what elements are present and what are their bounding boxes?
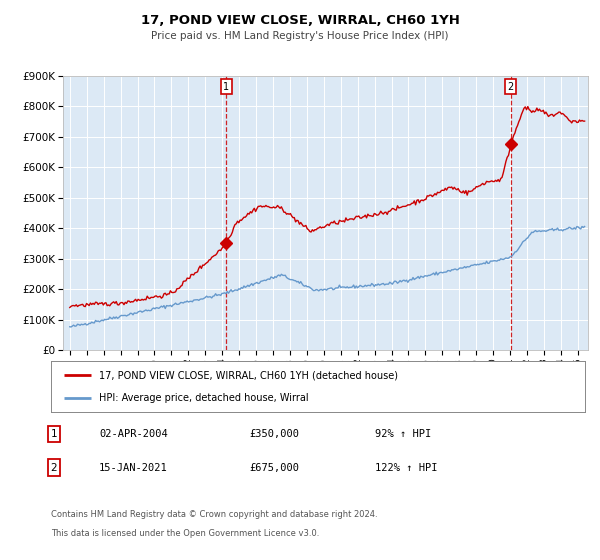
Text: This data is licensed under the Open Government Licence v3.0.: This data is licensed under the Open Gov… <box>51 529 319 538</box>
Text: 2: 2 <box>50 463 58 473</box>
Text: £675,000: £675,000 <box>249 463 299 473</box>
Text: £350,000: £350,000 <box>249 429 299 439</box>
Text: 02-APR-2004: 02-APR-2004 <box>99 429 168 439</box>
Text: 17, POND VIEW CLOSE, WIRRAL, CH60 1YH (detached house): 17, POND VIEW CLOSE, WIRRAL, CH60 1YH (d… <box>99 370 398 380</box>
Text: 17, POND VIEW CLOSE, WIRRAL, CH60 1YH: 17, POND VIEW CLOSE, WIRRAL, CH60 1YH <box>140 14 460 27</box>
Text: 122% ↑ HPI: 122% ↑ HPI <box>375 463 437 473</box>
Text: 92% ↑ HPI: 92% ↑ HPI <box>375 429 431 439</box>
Text: Price paid vs. HM Land Registry's House Price Index (HPI): Price paid vs. HM Land Registry's House … <box>151 31 449 41</box>
Text: 1: 1 <box>50 429 58 439</box>
Text: 15-JAN-2021: 15-JAN-2021 <box>99 463 168 473</box>
Text: 1: 1 <box>223 82 229 92</box>
Text: Contains HM Land Registry data © Crown copyright and database right 2024.: Contains HM Land Registry data © Crown c… <box>51 510 377 519</box>
Text: HPI: Average price, detached house, Wirral: HPI: Average price, detached house, Wirr… <box>99 394 308 404</box>
Text: 2: 2 <box>508 82 514 92</box>
